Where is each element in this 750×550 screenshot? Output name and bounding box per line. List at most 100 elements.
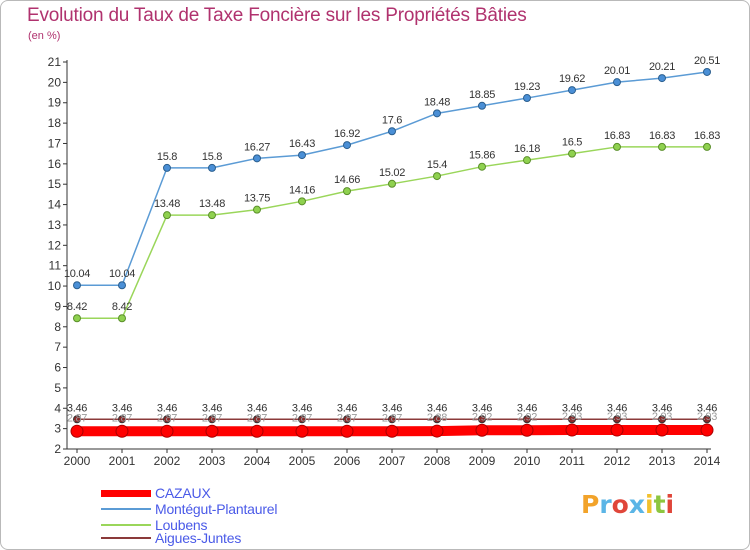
data-label-loubens: 16.83 (604, 130, 630, 142)
y-tick-label: 3 (54, 422, 61, 436)
data-point-montegut (208, 163, 216, 172)
data-label-cazaux: 2.87 (157, 412, 177, 424)
data-point-aigues-juntes (478, 415, 486, 424)
data-point-aigues-juntes (73, 415, 81, 424)
data-point-loubens (118, 314, 126, 323)
data-label-aigues-juntes: 3.46 (112, 402, 132, 414)
data-label-cazaux: 2.87 (382, 412, 402, 424)
legend-item-cazaux[interactable]: CAZAUX (101, 485, 211, 501)
data-point-aigues-juntes (568, 415, 576, 424)
data-point-loubens (568, 149, 576, 158)
chart-title: Evolution du Taux de Taxe Foncière sur l… (27, 5, 527, 26)
data-label-loubens: 16.5 (562, 137, 582, 149)
y-tick-label: 20 (48, 75, 62, 89)
data-label-cazaux: 2.93 (652, 411, 672, 423)
data-label-cazaux: 2.92 (472, 411, 492, 423)
legend-swatch-aigues-juntes (101, 537, 151, 539)
data-point-montegut (298, 151, 306, 160)
data-label-aigues-juntes: 3.46 (472, 402, 492, 414)
data-point-montegut (658, 74, 666, 83)
proxiti-logo: Proxiti (581, 490, 674, 519)
data-point-loubens (658, 142, 666, 151)
y-tick-label: 11 (49, 259, 62, 273)
x-tick-label: 2003 (199, 454, 226, 468)
logo-letter: P (581, 490, 600, 519)
data-point-aigues-juntes (523, 415, 531, 424)
data-label-cazaux: 2.88 (427, 412, 447, 424)
legend-label-loubens: Loubens (155, 517, 208, 533)
data-point-montegut (343, 141, 351, 150)
data-point-loubens (613, 142, 621, 151)
data-label-montegut: 18.85 (469, 89, 495, 101)
data-label-cazaux: 2.93 (697, 411, 717, 423)
data-point-loubens (298, 197, 306, 206)
data-point-cazaux (430, 424, 444, 438)
data-label-aigues-juntes: 3.46 (157, 402, 177, 414)
data-point-loubens (478, 162, 486, 171)
data-point-cazaux (340, 424, 354, 438)
legend-item-aigues-juntes[interactable]: Aigues-Juntes (101, 530, 241, 546)
y-tick-label: 17 (48, 136, 62, 150)
legend-swatch-montegut (101, 508, 151, 510)
data-point-aigues-juntes (118, 415, 126, 424)
data-label-montegut: 16.92 (334, 128, 360, 140)
data-label-montegut: 20.21 (649, 61, 675, 73)
y-tick-label: 15 (48, 177, 62, 191)
data-label-montegut: 19.62 (559, 73, 585, 85)
data-point-montegut (523, 94, 531, 103)
legend-item-loubens[interactable]: Loubens (101, 517, 208, 533)
y-tick-label: 18 (48, 116, 62, 130)
data-label-cazaux: 2.87 (247, 412, 267, 424)
y-tick-label: 9 (54, 299, 61, 313)
data-point-loubens (523, 156, 531, 165)
y-tick-label: 12 (48, 238, 62, 252)
data-label-aigues-juntes: 3.46 (67, 402, 87, 414)
x-tick-label: 2009 (469, 454, 496, 468)
data-label-loubens: 16.83 (649, 130, 675, 142)
data-point-aigues-juntes (658, 415, 666, 424)
data-label-montegut: 20.51 (694, 55, 720, 67)
y-tick-label: 6 (54, 361, 61, 375)
data-label-montegut: 19.23 (514, 81, 540, 93)
data-point-loubens (433, 172, 441, 181)
data-point-loubens (163, 211, 171, 220)
x-tick-label: 2011 (559, 454, 585, 468)
data-point-cazaux (475, 423, 489, 437)
data-point-montegut (433, 109, 441, 118)
data-point-montegut (163, 163, 171, 172)
y-tick-label: 4 (54, 401, 61, 415)
data-point-loubens (703, 142, 711, 151)
data-point-cazaux (520, 423, 534, 437)
y-tick-label: 16 (48, 157, 62, 171)
data-point-cazaux (385, 424, 399, 438)
y-tick-label: 7 (54, 340, 61, 354)
data-point-aigues-juntes (703, 415, 711, 424)
data-label-loubens: 15.86 (469, 150, 495, 162)
data-label-cazaux: 2.87 (112, 412, 132, 424)
data-label-montegut: 20.01 (604, 65, 630, 77)
x-tick-label: 2014 (694, 454, 721, 468)
data-label-aigues-juntes: 3.46 (202, 402, 222, 414)
data-point-aigues-juntes (208, 415, 216, 424)
data-label-montegut: 10.04 (109, 268, 135, 280)
data-label-loubens: 16.18 (514, 143, 540, 155)
data-label-montegut: 15.8 (202, 151, 222, 163)
data-point-aigues-juntes (298, 415, 306, 424)
data-point-cazaux (205, 424, 219, 438)
y-tick-label: 5 (54, 381, 61, 395)
y-tick-label: 21 (48, 55, 62, 69)
data-label-loubens: 13.75 (244, 193, 270, 205)
data-point-aigues-juntes (253, 415, 261, 424)
data-point-aigues-juntes (613, 415, 621, 424)
legend-item-montegut[interactable]: Montégut-Plantaurel (101, 501, 277, 517)
data-point-aigues-juntes (388, 415, 396, 424)
data-label-aigues-juntes: 3.46 (427, 402, 447, 414)
logo-letter: o (611, 490, 629, 519)
legend-label-montegut: Montégut-Plantaurel (155, 501, 278, 517)
logo-letter: x (628, 490, 645, 519)
data-point-montegut (613, 78, 621, 87)
data-point-loubens (73, 314, 81, 323)
legend-label-cazaux: CAZAUX (155, 485, 211, 501)
data-label-aigues-juntes: 3.46 (292, 402, 312, 414)
